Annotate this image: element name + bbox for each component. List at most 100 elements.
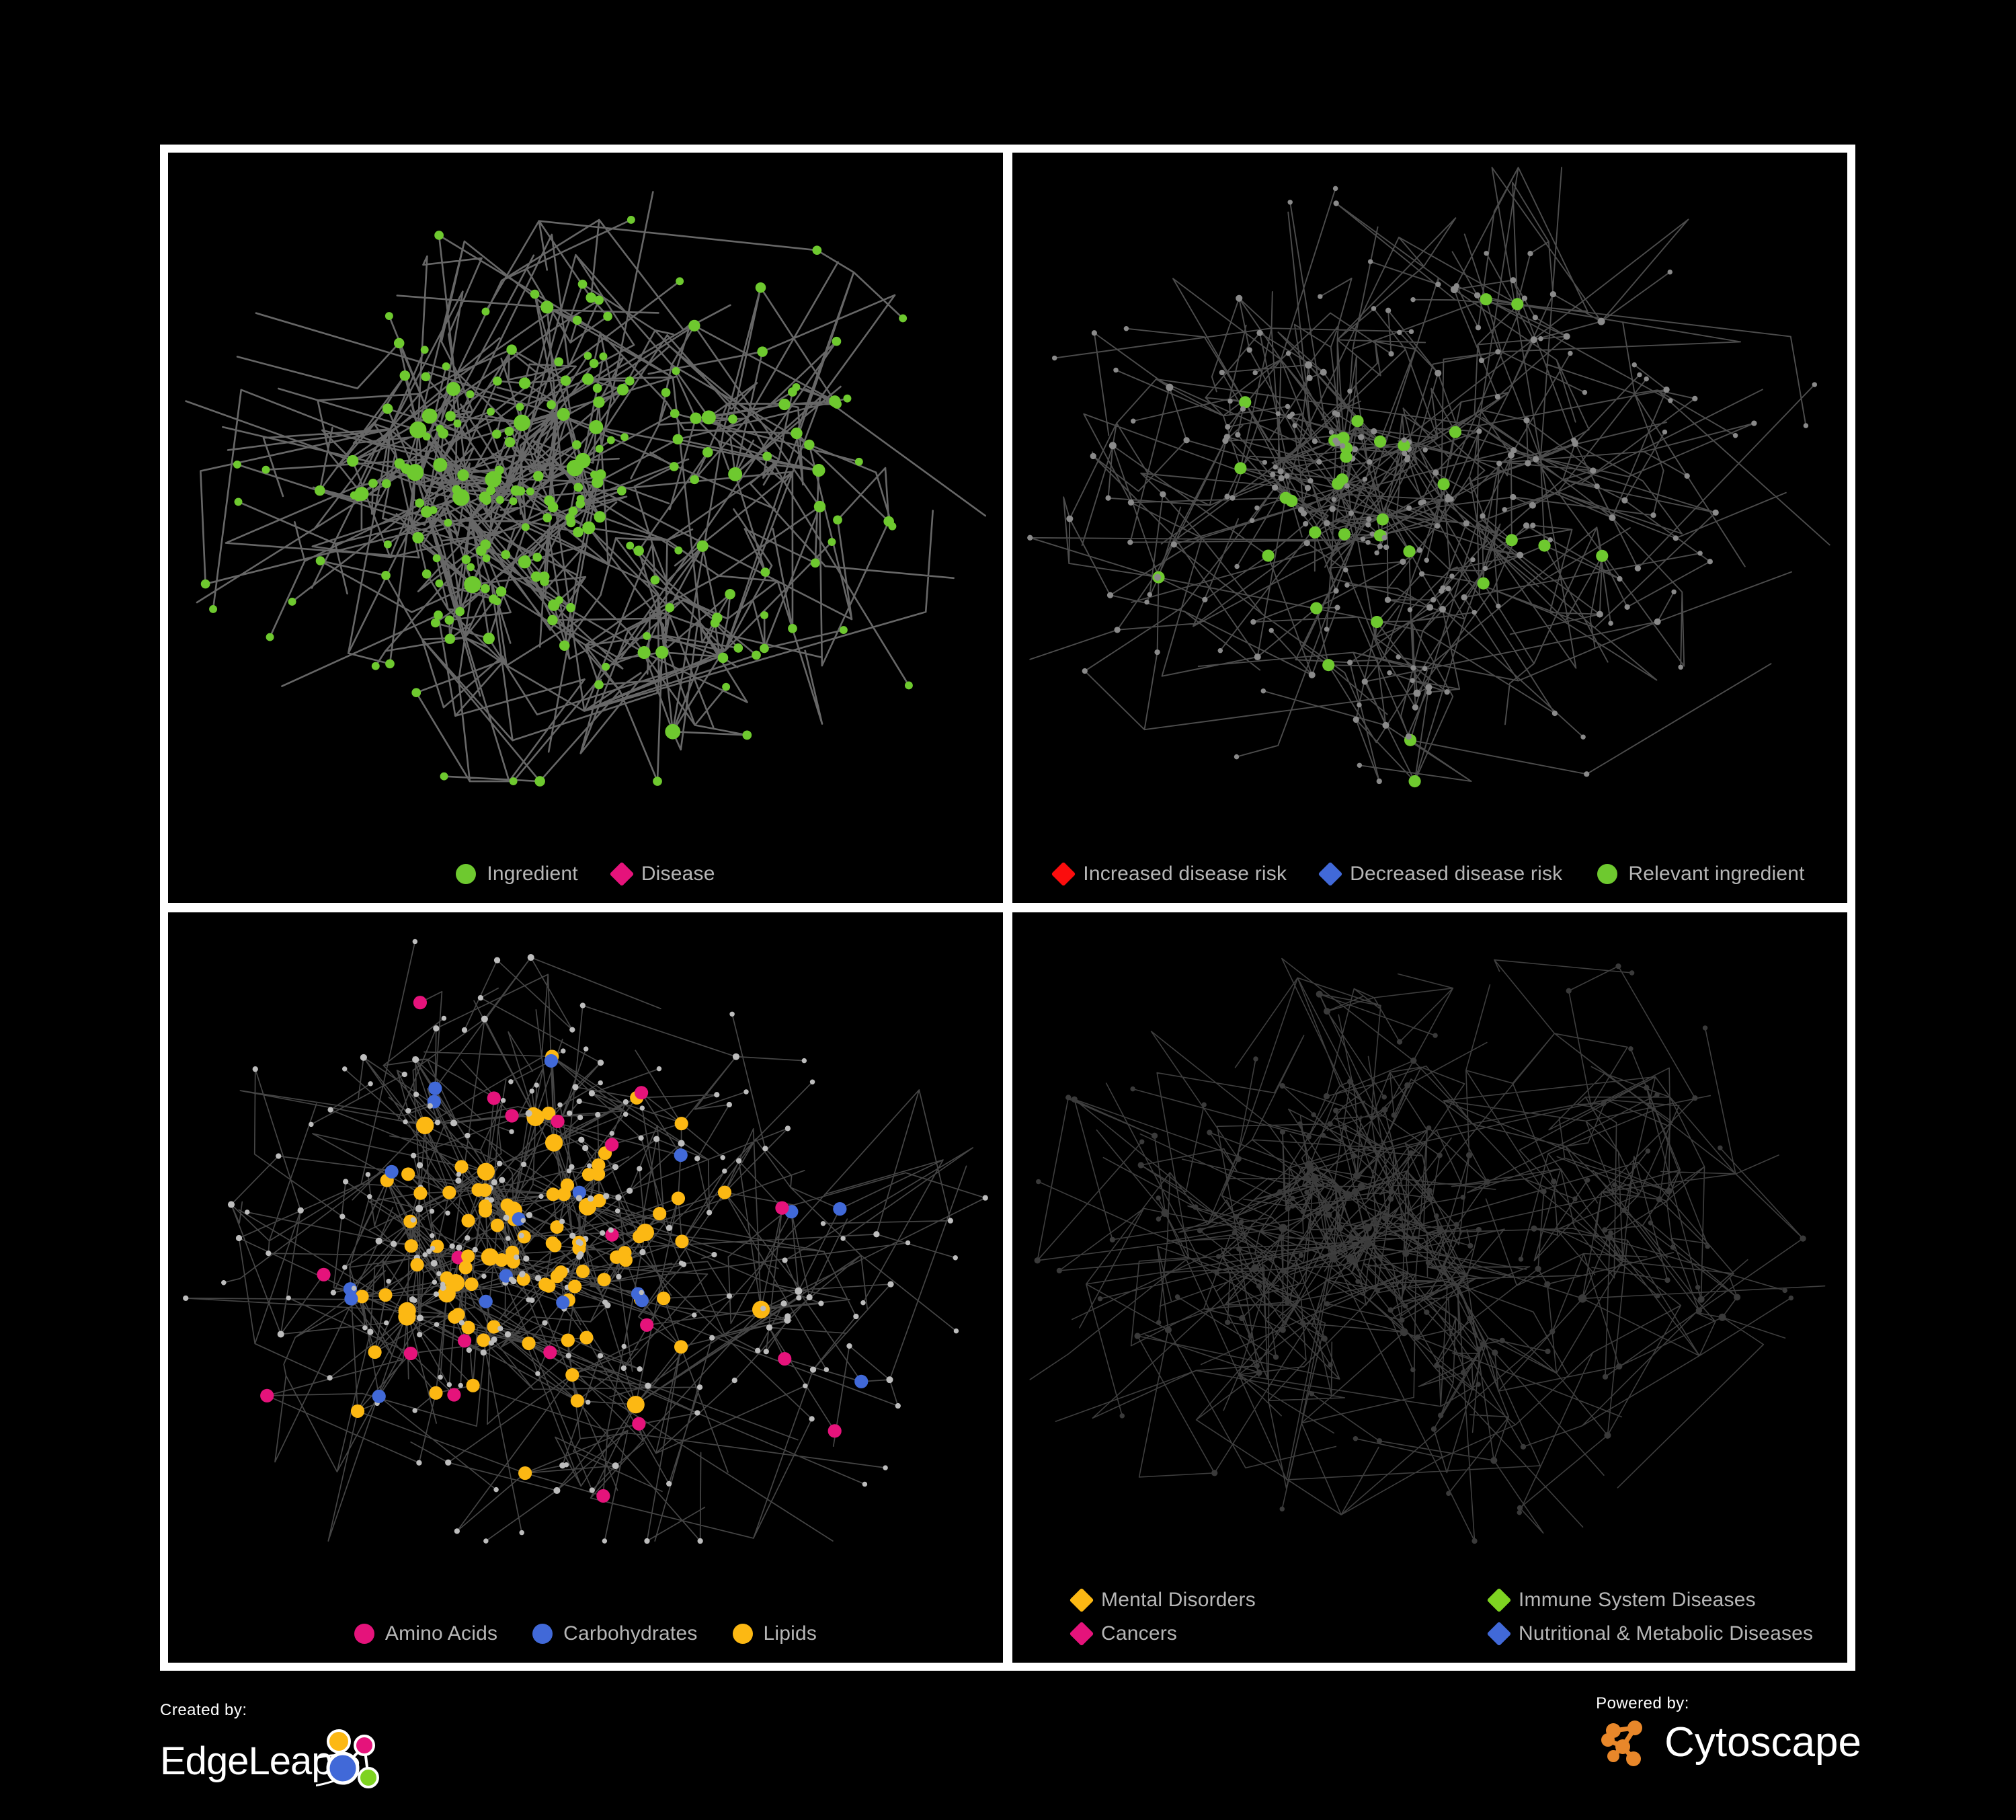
network-node[interactable] <box>1211 1470 1218 1476</box>
network-node[interactable] <box>1654 618 1661 625</box>
network-node[interactable] <box>729 1011 735 1017</box>
network-node[interactable] <box>1637 372 1642 378</box>
network-node[interactable] <box>905 1240 911 1246</box>
network-node[interactable] <box>1656 1196 1663 1203</box>
network-node[interactable] <box>666 1224 673 1231</box>
network-node[interactable] <box>1391 1112 1397 1118</box>
network-node[interactable] <box>432 1279 438 1285</box>
network-node[interactable] <box>565 1353 571 1359</box>
network-node[interactable] <box>1416 547 1422 553</box>
network-node[interactable] <box>1113 367 1119 373</box>
network-node[interactable] <box>582 521 596 535</box>
network-node-highlighted[interactable] <box>1239 396 1252 409</box>
network-node[interactable] <box>534 1275 542 1281</box>
network-node[interactable] <box>690 475 700 485</box>
network-node[interactable] <box>666 1480 672 1487</box>
network-node[interactable] <box>589 1487 595 1493</box>
network-node[interactable] <box>1788 1295 1794 1301</box>
network-node[interactable] <box>690 412 702 424</box>
network-node[interactable] <box>489 594 498 604</box>
network-node[interactable] <box>200 579 210 589</box>
network-node[interactable] <box>1323 1008 1331 1015</box>
network-node[interactable] <box>514 1254 520 1261</box>
network-node[interactable] <box>339 1214 346 1220</box>
network-node[interactable] <box>430 1233 435 1238</box>
network-node[interactable] <box>1363 1223 1372 1232</box>
network-node[interactable] <box>1273 1354 1279 1360</box>
network-node[interactable] <box>569 1164 575 1170</box>
network-node[interactable] <box>1309 1391 1315 1396</box>
network-node[interactable] <box>466 1347 472 1353</box>
network-node[interactable] <box>1224 493 1230 500</box>
network-node[interactable] <box>1494 394 1501 400</box>
network-node[interactable] <box>1347 389 1353 394</box>
network-node[interactable] <box>1105 495 1111 501</box>
network-node[interactable] <box>1353 1172 1361 1180</box>
network-node[interactable] <box>832 399 842 409</box>
network-node-highlighted[interactable] <box>1408 775 1421 788</box>
network-node[interactable] <box>1278 475 1285 481</box>
network-node[interactable] <box>1425 684 1433 691</box>
network-node-highlighted[interactable] <box>518 1466 532 1480</box>
network-node[interactable] <box>1402 450 1408 457</box>
network-node[interactable] <box>886 1376 893 1384</box>
network-node[interactable] <box>1410 678 1415 683</box>
network-node[interactable] <box>1353 1435 1359 1441</box>
network-node[interactable] <box>616 1273 622 1280</box>
network-node-highlighted[interactable] <box>372 1389 386 1403</box>
network-node-highlighted[interactable] <box>674 1148 688 1162</box>
network-node[interactable] <box>509 777 518 785</box>
network-node[interactable] <box>1401 437 1407 443</box>
network-node[interactable] <box>1197 1228 1203 1234</box>
network-node[interactable] <box>589 420 604 434</box>
network-node-highlighted[interactable] <box>413 1186 428 1200</box>
network-node[interactable] <box>594 511 606 523</box>
network-node[interactable] <box>1381 1095 1387 1100</box>
network-node[interactable] <box>1695 1307 1703 1314</box>
network-node[interactable] <box>1621 497 1628 504</box>
network-node[interactable] <box>559 640 570 651</box>
network-node[interactable] <box>1404 454 1411 461</box>
network-node[interactable] <box>1422 666 1428 672</box>
network-node[interactable] <box>706 1210 713 1216</box>
network-node[interactable] <box>544 495 555 506</box>
network-node[interactable] <box>1697 1296 1705 1303</box>
network-node[interactable] <box>1351 1188 1359 1196</box>
network-node[interactable] <box>728 414 737 424</box>
network-node[interactable] <box>421 569 432 579</box>
network-node-highlighted[interactable] <box>368 1345 382 1359</box>
network-node[interactable] <box>572 1084 579 1091</box>
network-node[interactable] <box>1234 563 1240 569</box>
network-node[interactable] <box>456 1244 462 1251</box>
network-node[interactable] <box>1156 1320 1162 1325</box>
network-node[interactable] <box>1530 522 1536 528</box>
network-node[interactable] <box>434 1119 441 1125</box>
network-node[interactable] <box>1396 654 1401 660</box>
network-node[interactable] <box>820 1221 826 1226</box>
network-node[interactable] <box>1702 1025 1708 1031</box>
network-node[interactable] <box>351 1285 357 1291</box>
network-node[interactable] <box>221 1280 227 1285</box>
network-node[interactable] <box>1521 295 1528 301</box>
network-node[interactable] <box>1344 483 1350 489</box>
network-node[interactable] <box>411 688 421 698</box>
network-node[interactable] <box>1480 1341 1486 1347</box>
network-node[interactable] <box>760 611 769 619</box>
network-node[interactable] <box>1347 660 1353 666</box>
network-node[interactable] <box>561 1048 566 1054</box>
network-node[interactable] <box>1280 1267 1286 1273</box>
network-node[interactable] <box>953 1328 959 1334</box>
network-node[interactable] <box>615 1194 622 1201</box>
network-node[interactable] <box>1426 1125 1432 1131</box>
network-node-highlighted[interactable] <box>479 1294 493 1308</box>
network-node[interactable] <box>183 1295 189 1302</box>
network-node[interactable] <box>725 588 735 600</box>
network-node[interactable] <box>1624 604 1630 610</box>
network-node[interactable] <box>1256 1283 1262 1290</box>
network-node[interactable] <box>445 1459 452 1466</box>
network-node-highlighted[interactable] <box>1403 545 1416 558</box>
network-node[interactable] <box>384 1320 389 1326</box>
network-node[interactable] <box>1304 1189 1309 1195</box>
network-node[interactable] <box>518 555 532 569</box>
network-node[interactable] <box>1668 398 1673 403</box>
